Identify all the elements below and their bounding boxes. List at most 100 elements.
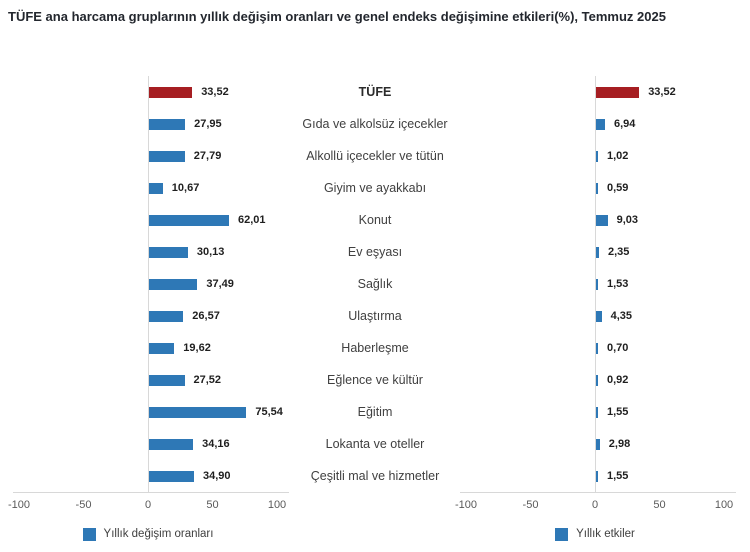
right-legend-label: Yıllık etkiler — [576, 528, 635, 540]
category-bar — [596, 406, 598, 418]
x-tick-label: -50 — [75, 499, 92, 511]
x-tick-label: -100 — [454, 499, 478, 511]
left-legend-label: Yıllık değişim oranları — [103, 528, 214, 540]
bar-row: 27,52 — [19, 364, 277, 396]
category-label: Haberleşme — [341, 341, 409, 355]
bar-row: 19,62 — [19, 332, 277, 364]
category-label: Eğitim — [357, 405, 393, 419]
x-tick-label: -100 — [7, 499, 31, 511]
category-bar — [149, 182, 163, 194]
value-label: 1,55 — [607, 470, 629, 482]
value-label: 1,55 — [607, 406, 629, 418]
total-bar — [596, 86, 640, 98]
value-label: 27,95 — [194, 118, 222, 130]
x-tick-label: 100 — [714, 499, 734, 511]
bar-row: 2,98 — [466, 428, 724, 460]
category-bar — [149, 406, 247, 418]
bar-row: 1,55 — [466, 396, 724, 428]
category-label: Gıda ve alkolsüz içecekler — [302, 117, 448, 131]
bar-row: 30,13 — [19, 236, 277, 268]
right-legend: Yıllık etkiler — [466, 525, 724, 543]
value-label: 1,53 — [607, 278, 629, 290]
right-plot-rows: 33,52 6,94 1,02 0,59 9,03 2,35 1,53 4,35 0,70 0,9… — [466, 76, 724, 492]
category-bar — [149, 246, 188, 258]
bar-row: 75,54 — [19, 396, 283, 428]
category-label: Alkollü içecekler ve tütün — [306, 149, 444, 163]
category-bar — [149, 438, 194, 450]
x-tick-label: 100 — [267, 499, 287, 511]
chart-title: TÜFE ana harcama gruplarının yıllık deği… — [8, 9, 666, 24]
category-bar — [596, 438, 600, 450]
category-label: Eğlence ve kültür — [327, 373, 423, 387]
category-bar — [149, 342, 175, 354]
value-label: 27,52 — [193, 374, 222, 386]
category-bar — [596, 150, 598, 162]
category-bar — [596, 182, 598, 194]
bar-row: 34,90 — [19, 460, 277, 492]
category-bar — [149, 214, 229, 226]
category-bar — [596, 342, 598, 354]
bar-row: 34,16 — [19, 428, 277, 460]
category-bar — [149, 310, 184, 322]
bar-row: 0,70 — [466, 332, 724, 364]
value-label: 37,49 — [206, 278, 234, 290]
category-bar — [149, 150, 185, 162]
category-bar — [596, 214, 608, 226]
total-bar — [149, 86, 193, 98]
value-label: 27,79 — [193, 150, 222, 162]
category-bar — [596, 246, 599, 258]
x-tick-label: 50 — [653, 499, 666, 511]
value-label: 0,70 — [607, 342, 629, 354]
right-x-axis-ticks: -100 -50 0 50 100 — [455, 499, 733, 514]
x-tick-label: 50 — [206, 499, 219, 511]
right-zero-axis-line — [595, 76, 596, 492]
value-label: 1,02 — [607, 150, 629, 162]
value-label: 0,92 — [607, 374, 629, 386]
category-label: Giyim ve ayakkabı — [323, 181, 427, 195]
left-x-axis-line — [13, 492, 289, 493]
bar-row: 0,92 — [466, 364, 724, 396]
bar-row: 10,67 — [19, 172, 277, 204]
category-bar — [596, 310, 602, 322]
bar-row: 62,01 — [19, 204, 277, 236]
x-tick-label: -50 — [522, 499, 539, 511]
left-plot-rows: 33,52 27,95 27,79 10,67 62,01 30,13 37,49 26,57… — [19, 76, 283, 492]
bar-row: 9,03 — [466, 204, 724, 236]
value-label: 2,35 — [608, 246, 630, 258]
left-legend: Yıllık değişim oranları — [19, 525, 277, 543]
bar-row: 0,59 — [466, 172, 724, 204]
category-bar — [596, 470, 598, 482]
bar-row: 26,57 — [19, 300, 277, 332]
legend-swatch-icon — [82, 527, 96, 541]
value-label: 34,90 — [203, 470, 231, 482]
value-label: 75,54 — [255, 406, 283, 418]
legend-swatch-icon — [555, 527, 569, 541]
category-label: Konut — [358, 213, 392, 227]
bar-row: 33,52 — [466, 76, 724, 108]
category-bar — [149, 278, 198, 290]
category-bar — [149, 118, 186, 130]
value-label: 2,98 — [608, 438, 631, 450]
x-tick-label: 0 — [591, 499, 599, 511]
category-labels-column: TÜFE Gıda ve alkolsüz içecekler Alkollü iç… — [285, 76, 465, 492]
value-label: 0,59 — [607, 182, 629, 194]
bar-row: 27,79 — [19, 140, 277, 172]
value-label: 6,94 — [614, 118, 636, 130]
category-bar — [596, 278, 598, 290]
value-label: 62,01 — [238, 214, 266, 226]
value-label: 9,03 — [616, 214, 639, 226]
category-bar — [596, 374, 598, 386]
bar-row: 27,95 — [19, 108, 277, 140]
bar-row: 1,55 — [466, 460, 724, 492]
bar-row: 4,35 — [466, 300, 724, 332]
bar-row: 2,35 — [466, 236, 724, 268]
value-label: 4,35 — [610, 310, 633, 322]
category-label: Ev eşyası — [347, 245, 403, 259]
bar-row: 33,52 — [19, 76, 277, 108]
category-label: Çeşitli mal ve hizmetler — [310, 469, 440, 483]
category-label: Ulaştırma — [348, 309, 402, 323]
right-x-axis-line — [460, 492, 736, 493]
value-label: 33,52 — [201, 86, 229, 98]
value-label: 26,57 — [192, 310, 220, 322]
bar-row: 37,49 — [19, 268, 277, 300]
